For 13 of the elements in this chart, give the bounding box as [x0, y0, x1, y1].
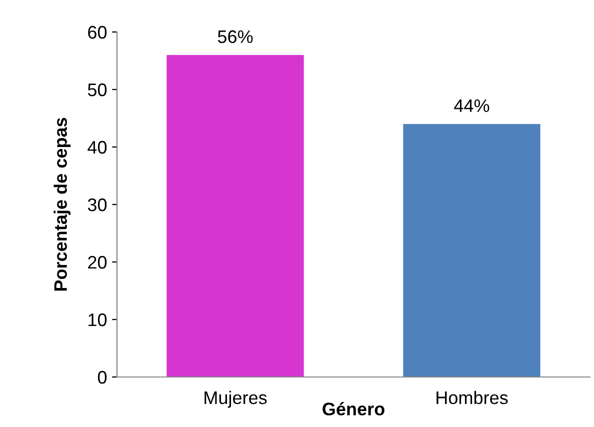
- y-tick-label: 20: [88, 256, 107, 269]
- x-axis-title: Género: [322, 402, 384, 416]
- data-label: 56%: [218, 30, 253, 44]
- data-label: 44%: [454, 99, 490, 112]
- y-tick-label: 40: [88, 140, 107, 154]
- y-tick-label: 0: [98, 370, 107, 384]
- y-tick-label: 50: [88, 83, 107, 96]
- y-tick-label: 10: [88, 313, 107, 326]
- x-tick-label: Hombres: [436, 390, 508, 404]
- y-axis-title: Porcentaje de cepas: [54, 118, 71, 291]
- y-tick-label: 30: [88, 198, 107, 212]
- y-tick-label: 60: [88, 26, 107, 39]
- x-tick-label: Mujeres: [204, 390, 267, 408]
